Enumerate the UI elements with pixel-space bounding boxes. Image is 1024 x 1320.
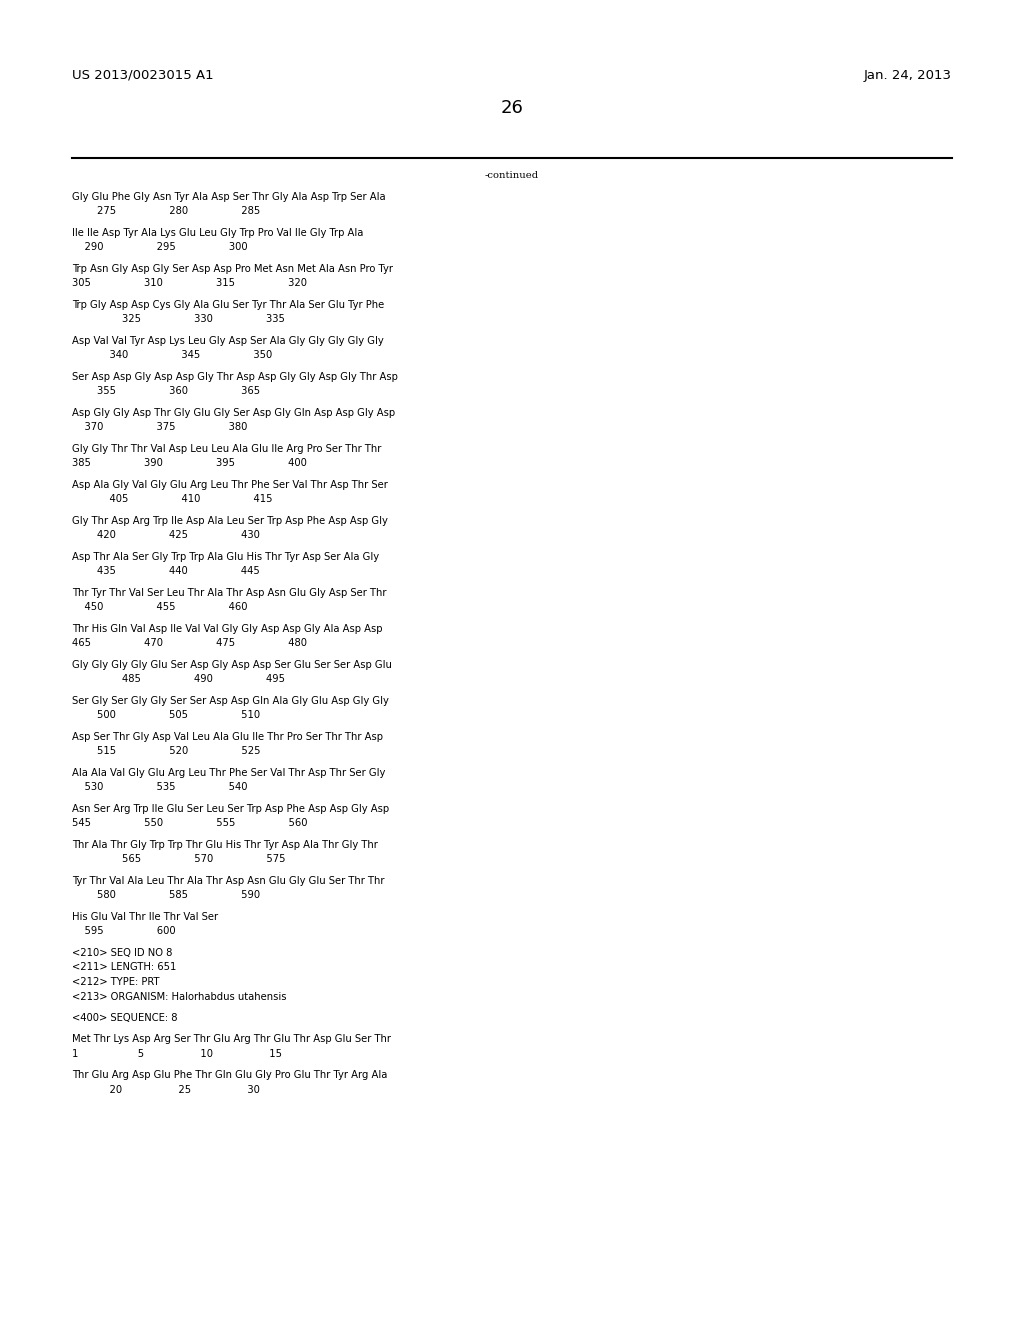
Text: 420                 425                 430: 420 425 430: [72, 531, 260, 540]
Text: Asp Gly Gly Asp Thr Gly Glu Gly Ser Asp Gly Gln Asp Asp Gly Asp: Asp Gly Gly Asp Thr Gly Glu Gly Ser Asp …: [72, 408, 395, 418]
Text: US 2013/0023015 A1: US 2013/0023015 A1: [72, 69, 214, 82]
Text: 20                  25                  30: 20 25 30: [72, 1085, 260, 1096]
Text: Ala Ala Val Gly Glu Arg Leu Thr Phe Ser Val Thr Asp Thr Ser Gly: Ala Ala Val Gly Glu Arg Leu Thr Phe Ser …: [72, 768, 385, 777]
Text: Ser Gly Ser Gly Gly Ser Ser Asp Asp Gln Ala Gly Glu Asp Gly Gly: Ser Gly Ser Gly Gly Ser Ser Asp Asp Gln …: [72, 696, 389, 706]
Text: 275                 280                 285: 275 280 285: [72, 206, 260, 216]
Text: Gly Thr Asp Arg Trp Ile Asp Ala Leu Ser Trp Asp Phe Asp Asp Gly: Gly Thr Asp Arg Trp Ile Asp Ala Leu Ser …: [72, 516, 388, 525]
Text: 355                 360                 365: 355 360 365: [72, 387, 260, 396]
Text: <400> SEQUENCE: 8: <400> SEQUENCE: 8: [72, 1012, 177, 1023]
Text: Asp Val Val Tyr Asp Lys Leu Gly Asp Ser Ala Gly Gly Gly Gly Gly: Asp Val Val Tyr Asp Lys Leu Gly Asp Ser …: [72, 337, 384, 346]
Text: <211> LENGTH: 651: <211> LENGTH: 651: [72, 962, 176, 973]
Text: Trp Gly Asp Asp Cys Gly Ala Glu Ser Tyr Thr Ala Ser Glu Tyr Phe: Trp Gly Asp Asp Cys Gly Ala Glu Ser Tyr …: [72, 300, 384, 310]
Text: 340                 345                 350: 340 345 350: [72, 351, 272, 360]
Text: 435                 440                 445: 435 440 445: [72, 566, 260, 577]
Text: 580                 585                 590: 580 585 590: [72, 891, 260, 900]
Text: 545                 550                 555                 560: 545 550 555 560: [72, 818, 307, 829]
Text: Asp Ala Gly Val Gly Glu Arg Leu Thr Phe Ser Val Thr Asp Thr Ser: Asp Ala Gly Val Gly Glu Arg Leu Thr Phe …: [72, 480, 388, 490]
Text: 530                 535                 540: 530 535 540: [72, 783, 248, 792]
Text: 500                 505                 510: 500 505 510: [72, 710, 260, 721]
Text: Ser Asp Asp Gly Asp Asp Gly Thr Asp Asp Gly Gly Asp Gly Thr Asp: Ser Asp Asp Gly Asp Asp Gly Thr Asp Asp …: [72, 372, 398, 381]
Text: 565                 570                 575: 565 570 575: [72, 854, 286, 865]
Text: <210> SEQ ID NO 8: <210> SEQ ID NO 8: [72, 948, 172, 958]
Text: Trp Asn Gly Asp Gly Ser Asp Asp Pro Met Asn Met Ala Asn Pro Tyr: Trp Asn Gly Asp Gly Ser Asp Asp Pro Met …: [72, 264, 393, 275]
Text: 370                 375                 380: 370 375 380: [72, 422, 248, 433]
Text: Thr Glu Arg Asp Glu Phe Thr Gln Glu Gly Pro Glu Thr Tyr Arg Ala: Thr Glu Arg Asp Glu Phe Thr Gln Glu Gly …: [72, 1071, 387, 1081]
Text: His Glu Val Thr Ile Thr Val Ser: His Glu Val Thr Ile Thr Val Ser: [72, 912, 218, 921]
Text: Asp Ser Thr Gly Asp Val Leu Ala Glu Ile Thr Pro Ser Thr Thr Asp: Asp Ser Thr Gly Asp Val Leu Ala Glu Ile …: [72, 733, 383, 742]
Text: 26: 26: [501, 99, 523, 117]
Text: <212> TYPE: PRT: <212> TYPE: PRT: [72, 977, 160, 987]
Text: 595                 600: 595 600: [72, 927, 176, 936]
Text: Thr Tyr Thr Val Ser Leu Thr Ala Thr Asp Asn Glu Gly Asp Ser Thr: Thr Tyr Thr Val Ser Leu Thr Ala Thr Asp …: [72, 587, 386, 598]
Text: Thr His Gln Val Asp Ile Val Val Gly Gly Asp Asp Gly Ala Asp Asp: Thr His Gln Val Asp Ile Val Val Gly Gly …: [72, 624, 383, 634]
Text: Gly Gly Thr Thr Val Asp Leu Leu Ala Glu Ile Arg Pro Ser Thr Thr: Gly Gly Thr Thr Val Asp Leu Leu Ala Glu …: [72, 444, 381, 454]
Text: 1                   5                  10                  15: 1 5 10 15: [72, 1049, 282, 1059]
Text: Met Thr Lys Asp Arg Ser Thr Glu Arg Thr Glu Thr Asp Glu Ser Thr: Met Thr Lys Asp Arg Ser Thr Glu Arg Thr …: [72, 1035, 391, 1044]
Text: 290                 295                 300: 290 295 300: [72, 243, 248, 252]
Text: 515                 520                 525: 515 520 525: [72, 747, 260, 756]
Text: -continued: -continued: [485, 170, 539, 180]
Text: Asp Thr Ala Ser Gly Trp Trp Ala Glu His Thr Tyr Asp Ser Ala Gly: Asp Thr Ala Ser Gly Trp Trp Ala Glu His …: [72, 552, 379, 562]
Text: 405                 410                 415: 405 410 415: [72, 495, 272, 504]
Text: <213> ORGANISM: Halorhabdus utahensis: <213> ORGANISM: Halorhabdus utahensis: [72, 991, 287, 1002]
Text: Gly Gly Gly Gly Glu Ser Asp Gly Asp Asp Ser Glu Ser Ser Asp Glu: Gly Gly Gly Gly Glu Ser Asp Gly Asp Asp …: [72, 660, 392, 671]
Text: Jan. 24, 2013: Jan. 24, 2013: [864, 69, 952, 82]
Text: 305                 310                 315                 320: 305 310 315 320: [72, 279, 307, 289]
Text: 465                 470                 475                 480: 465 470 475 480: [72, 639, 307, 648]
Text: 485                 490                 495: 485 490 495: [72, 675, 285, 685]
Text: Tyr Thr Val Ala Leu Thr Ala Thr Asp Asn Glu Gly Glu Ser Thr Thr: Tyr Thr Val Ala Leu Thr Ala Thr Asp Asn …: [72, 876, 384, 886]
Text: Gly Glu Phe Gly Asn Tyr Ala Asp Ser Thr Gly Ala Asp Trp Ser Ala: Gly Glu Phe Gly Asn Tyr Ala Asp Ser Thr …: [72, 191, 386, 202]
Text: 325                 330                 335: 325 330 335: [72, 314, 285, 325]
Text: 385                 390                 395                 400: 385 390 395 400: [72, 458, 307, 469]
Text: 450                 455                 460: 450 455 460: [72, 602, 248, 612]
Text: Ile Ile Asp Tyr Ala Lys Glu Leu Gly Trp Pro Val Ile Gly Trp Ala: Ile Ile Asp Tyr Ala Lys Glu Leu Gly Trp …: [72, 228, 364, 238]
Text: Asn Ser Arg Trp Ile Glu Ser Leu Ser Trp Asp Phe Asp Asp Gly Asp: Asn Ser Arg Trp Ile Glu Ser Leu Ser Trp …: [72, 804, 389, 814]
Text: Thr Ala Thr Gly Trp Trp Thr Glu His Thr Tyr Asp Ala Thr Gly Thr: Thr Ala Thr Gly Trp Trp Thr Glu His Thr …: [72, 840, 378, 850]
